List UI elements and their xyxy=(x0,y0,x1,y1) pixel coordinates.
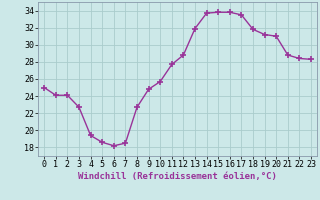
X-axis label: Windchill (Refroidissement éolien,°C): Windchill (Refroidissement éolien,°C) xyxy=(78,172,277,181)
